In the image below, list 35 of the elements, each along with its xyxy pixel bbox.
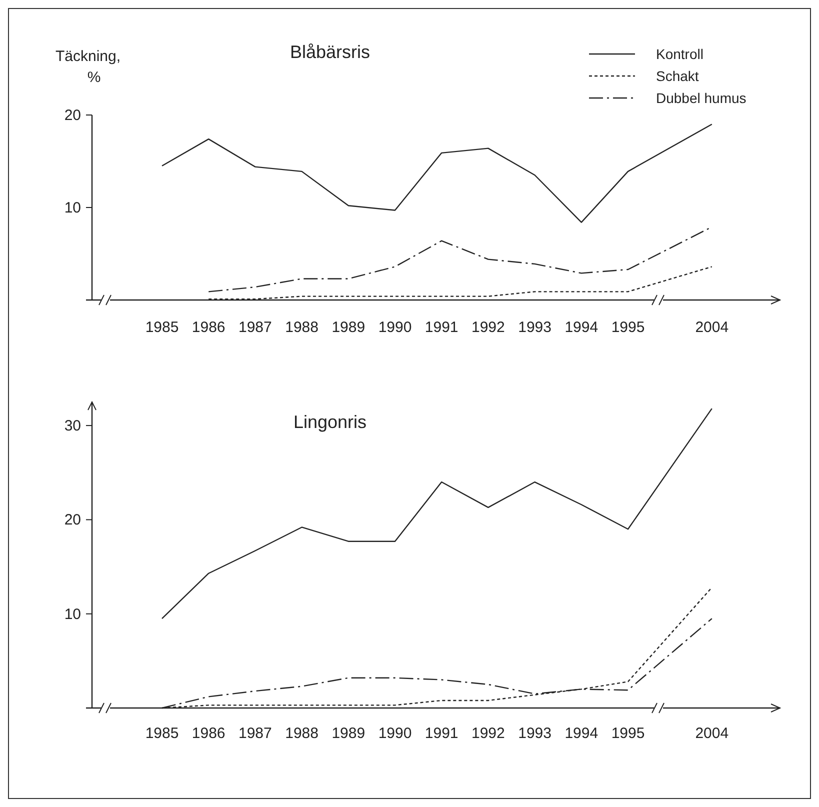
y-tick-label: 10 bbox=[64, 200, 81, 216]
x-tick-label: 1985 bbox=[145, 725, 179, 742]
x-tick-label: 1988 bbox=[285, 319, 318, 336]
x-tick-label: 1995 bbox=[611, 319, 645, 336]
x-tick-label: 1986 bbox=[192, 319, 226, 336]
x-tick-label: 1991 bbox=[424, 319, 458, 336]
y-tick-label: 30 bbox=[64, 418, 81, 435]
text: Lingonris bbox=[293, 412, 367, 432]
y-axis-title: Täckning, % bbox=[55, 48, 121, 86]
x-tick-label: 1993 bbox=[518, 319, 552, 336]
x-tick-label: 1992 bbox=[472, 725, 505, 742]
x-tick-label: 1995 bbox=[611, 725, 645, 742]
chart-title: Blåbärsris bbox=[290, 42, 370, 62]
legend-label: Dubbel humus bbox=[656, 90, 746, 106]
y-tick-label: 20 bbox=[64, 512, 81, 529]
y-tick-label: 20 bbox=[64, 107, 81, 124]
x-tick-label: 1990 bbox=[378, 319, 412, 336]
legend-label: Kontroll bbox=[656, 46, 704, 62]
x-tick-label: 1988 bbox=[285, 725, 318, 742]
legend-label: Schakt bbox=[656, 68, 699, 84]
x-tick-label: 1985 bbox=[145, 319, 179, 336]
x-tick-label: 1987 bbox=[238, 725, 272, 742]
x-tick-label: 1994 bbox=[564, 319, 598, 336]
x-tick-label: 1993 bbox=[518, 725, 552, 742]
x-tick-label: 2004 bbox=[695, 725, 729, 742]
x-tick-label: 1989 bbox=[332, 725, 366, 742]
x-tick-label: 1994 bbox=[564, 725, 598, 742]
x-tick-label: 1987 bbox=[238, 319, 272, 336]
x-tick-label: 1992 bbox=[472, 319, 505, 336]
x-tick-label: 1986 bbox=[192, 725, 226, 742]
x-tick-label: 1991 bbox=[424, 725, 458, 742]
x-tick-label: 1989 bbox=[332, 319, 366, 336]
x-tick-label: 2004 bbox=[695, 319, 729, 336]
y-tick-label: 10 bbox=[64, 606, 81, 623]
x-tick-label: 1990 bbox=[378, 725, 412, 742]
